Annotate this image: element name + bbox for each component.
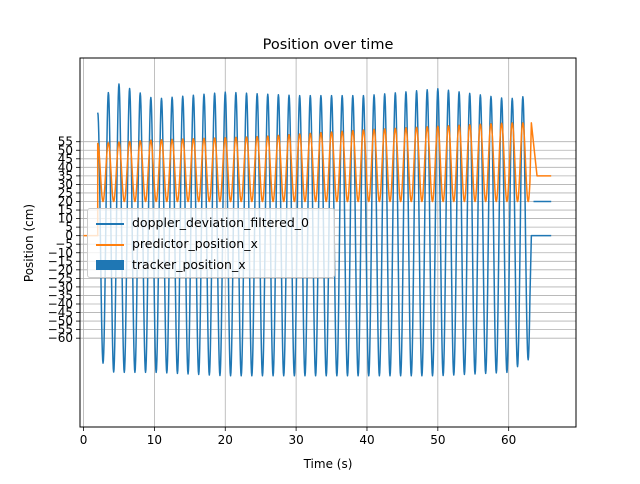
legend-label-tracker: tracker_position_x: [132, 257, 246, 272]
x-tick-label: 10: [147, 433, 162, 447]
y-tick-label: 0: [65, 229, 73, 243]
x-tick-label: 40: [359, 433, 374, 447]
y-tick-label: 5: [65, 220, 73, 234]
y-tick-label: −20: [48, 263, 73, 277]
y-axis-label: Position (cm): [22, 204, 36, 282]
y-tick-label: 45: [58, 152, 73, 166]
y-tick-label: 10: [58, 212, 73, 226]
y-tick-label: 25: [58, 186, 73, 200]
x-axis-ticks: 0 10 20 30 40 50 60: [80, 427, 516, 447]
y-tick-label: 50: [58, 143, 73, 157]
y-tick-label: 30: [58, 177, 73, 191]
legend-item-doppler: doppler_deviation_filtered_0: [88, 214, 334, 234]
y-tick-label: 20: [58, 195, 73, 209]
x-axis-label: Time (s): [303, 457, 353, 471]
x-tick-label: 20: [218, 433, 233, 447]
series-doppler-line: [96, 83, 552, 377]
chart-title: Position over time: [263, 37, 394, 53]
y-tick-label: −55: [48, 323, 73, 337]
legend-swatch-doppler: [96, 223, 124, 225]
x-tick-label: 60: [501, 433, 516, 447]
y-tick-label: −50: [48, 314, 73, 328]
legend-swatch-tracker: [96, 260, 124, 270]
y-axis-ticks: 5550454035302520151050−5−10−15−20−25−30−…: [48, 135, 80, 345]
y-tick-label: 40: [58, 160, 73, 174]
legend-item-predictor: predictor_position_x: [88, 235, 334, 255]
y-tick-label: −35: [48, 288, 73, 302]
y-tick-label: −15: [48, 254, 73, 268]
y-tick-label: −25: [48, 271, 73, 285]
y-tick-label: −5: [55, 237, 73, 251]
legend-label-doppler: doppler_deviation_filtered_0: [132, 215, 309, 230]
series-predictor-line: [83, 122, 552, 237]
plot-frame: [79, 57, 577, 428]
x-tick-label: 0: [80, 433, 88, 447]
series-lines: [83, 83, 552, 377]
y-tick-label: 55: [58, 135, 73, 149]
y-tick-label: −10: [48, 246, 73, 260]
legend-label-predictor: predictor_position_x: [132, 236, 258, 251]
y-tick-label: −30: [48, 280, 73, 294]
y-tick-label: −60: [48, 331, 73, 345]
legend-item-tracker: tracker_position_x: [88, 256, 334, 276]
y-tick-label: −40: [48, 297, 73, 311]
x-tick-label: 30: [288, 433, 303, 447]
y-tick-label: 35: [58, 169, 73, 183]
x-tick-label: 50: [430, 433, 445, 447]
y-tick-label: 15: [58, 203, 73, 217]
legend-swatch-predictor: [96, 244, 124, 246]
y-tick-label: −45: [48, 306, 73, 320]
legend: doppler_deviation_filtered_0 predictor_p…: [87, 208, 335, 278]
